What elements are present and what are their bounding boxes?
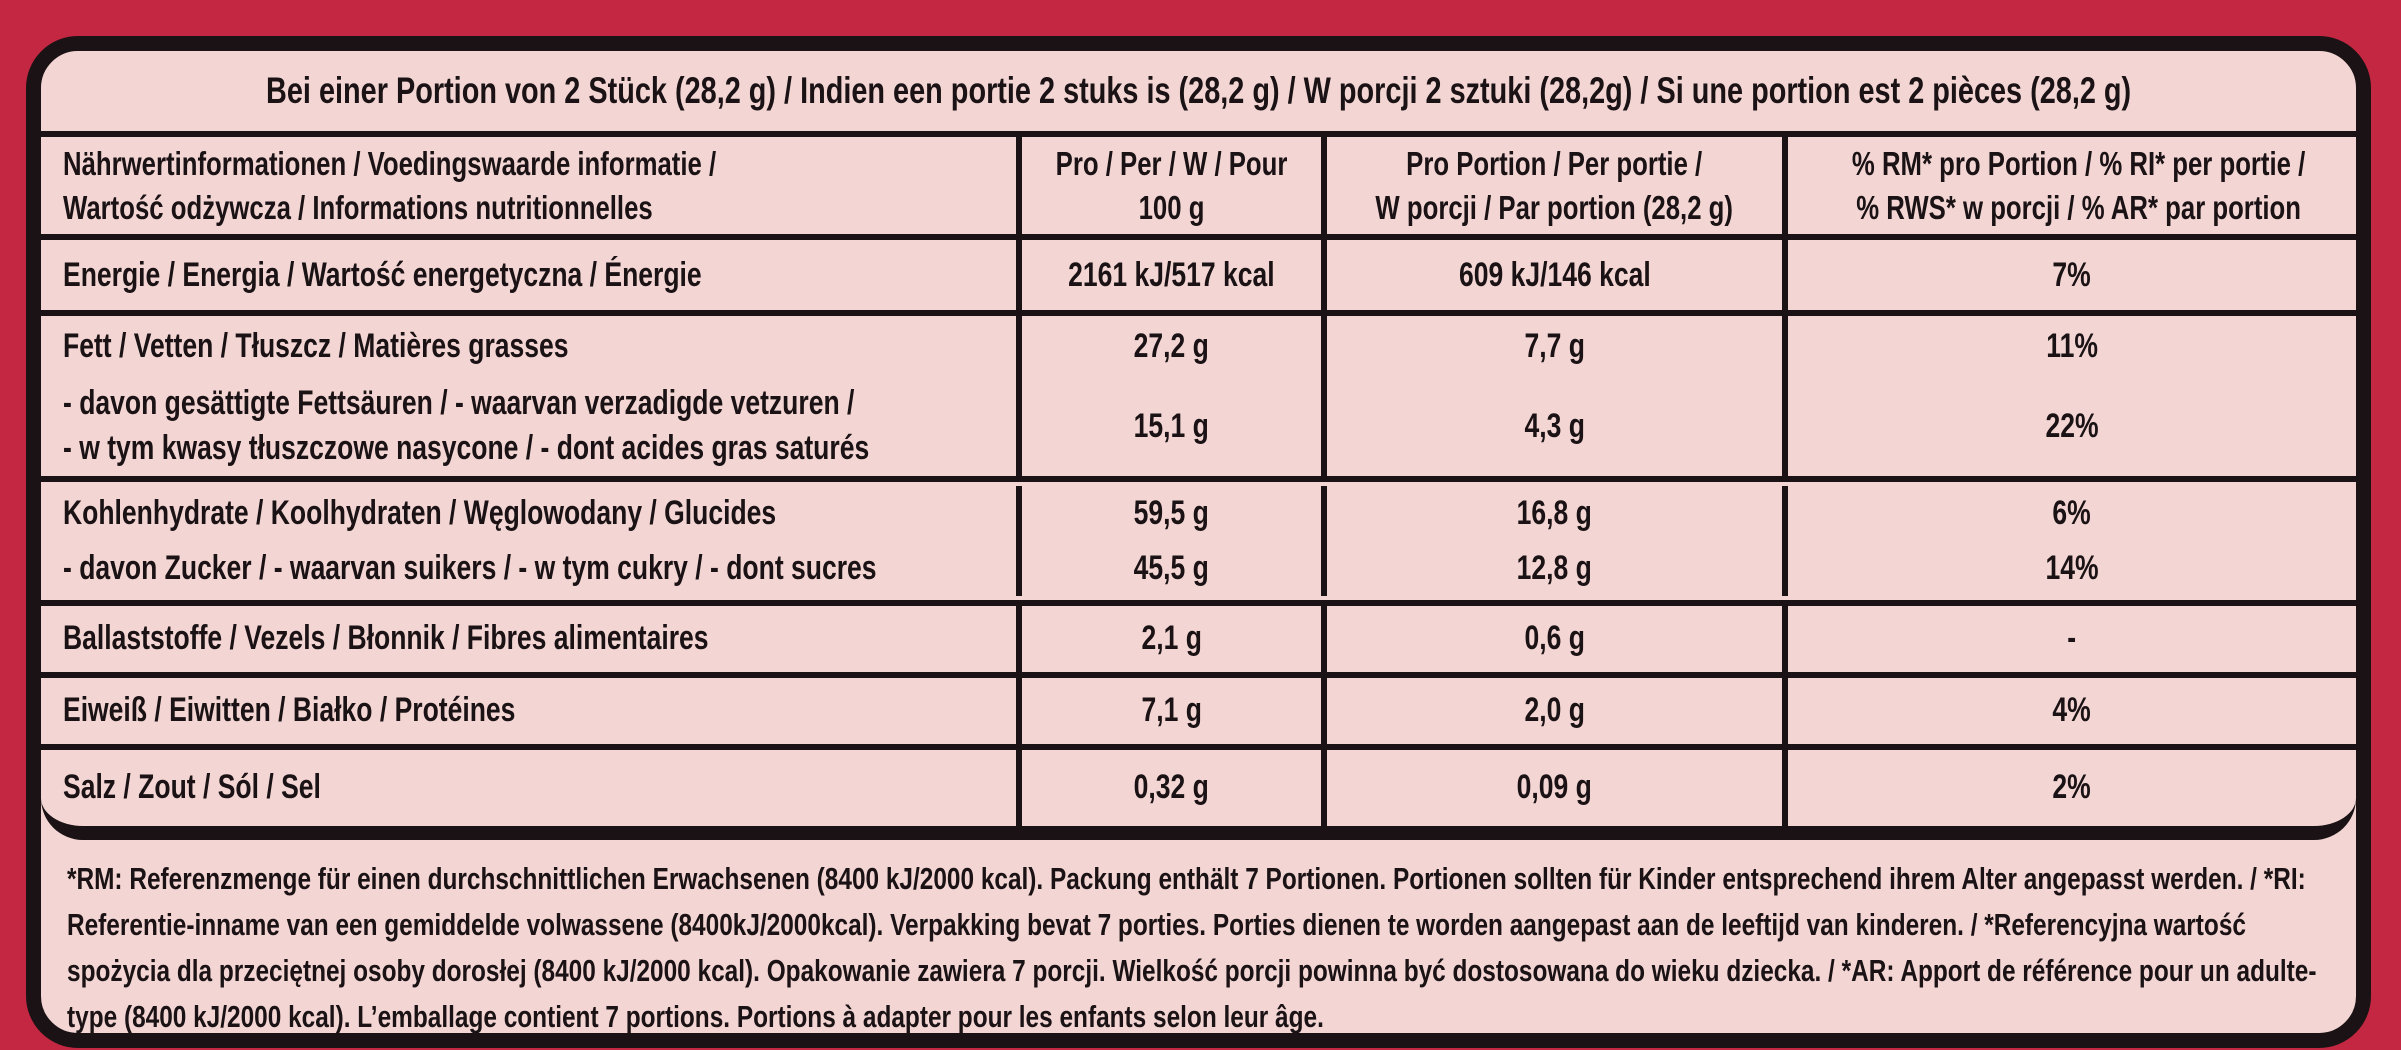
salt-per-100g: 0,32 g: [1133, 768, 1209, 807]
nutrient-column-header-line2: Wartość odżywcza / Informations nutritio…: [63, 188, 653, 226]
fat-label: Fett / Vetten / Tłuszcz / Matières grass…: [63, 326, 569, 365]
salt-per-portion: 0,09 g: [1516, 768, 1593, 807]
sugars-label: - davon Zucker / - waarvan suikers / - w…: [63, 548, 877, 587]
row-energy: Energie / Energia / Wartość energetyczna…: [41, 234, 2356, 311]
row-carbohydrates: Kohlenhydrate / Koolhydraten / Węglowoda…: [41, 475, 2356, 600]
sugars-per-100g: 45,5 g: [1133, 548, 1209, 587]
fat-per-portion: 7,7 g: [1524, 326, 1585, 365]
energy-ri-percent: 7%: [2052, 255, 2092, 294]
sugars-ri-percent: 14%: [2045, 548, 2099, 587]
protein-ri-percent: 4%: [2052, 691, 2092, 730]
fibre-ri-percent: -: [2067, 619, 2077, 658]
saturated-fat-per-100g: 15,1 g: [1133, 406, 1209, 445]
carbohydrate-ri-percent: 6%: [2052, 493, 2092, 532]
per-portion-header-line2: W porcji / Par portion (28,2 g): [1375, 188, 1734, 226]
salt-label: Salz / Zout / Sól / Sel: [63, 768, 321, 807]
table-header-row: Nährwertinformationen / Voedingswaarde i…: [41, 137, 2356, 235]
ri-percent-header-line1: % RM* pro Portion / % RI* per portie /: [1851, 145, 2306, 182]
serving-banner-text: Bei einer Portion von 2 Stück (28,2 g) /…: [265, 69, 2132, 111]
fibre-label: Ballaststoffe / Vezels / Błonnik / Fibre…: [63, 619, 709, 658]
reference-intake-footnote: *RM: Referenzmenge für einen durchschnit…: [67, 860, 2317, 1034]
carbohydrate-per-100g: 59,5 g: [1133, 493, 1209, 532]
fibre-per-portion: 0,6 g: [1524, 619, 1585, 658]
ri-percent-header-line2: % RWS* w porcji / % AR* par portion: [1856, 188, 2301, 226]
saturated-fat-label-line1: - davon gesättigte Fettsäuren / - waarva…: [63, 384, 855, 423]
saturated-fat-ri-percent: 22%: [2045, 406, 2099, 445]
nutrient-column-header-line1: Nährwertinformationen / Voedingswaarde i…: [63, 145, 717, 182]
row-sugars: - davon Zucker / - waarvan suikers / - w…: [41, 540, 2356, 600]
label-panel: Bei einer Portion von 2 Stück (28,2 g) /…: [26, 36, 2371, 1048]
fibre-per-100g: 2,1 g: [1141, 619, 1202, 658]
fat-ri-percent: 11%: [2046, 326, 2098, 365]
salt-ri-percent: 2%: [2052, 768, 2092, 807]
row-saturated-fat: - davon gesättigte Fettsäuren / - waarva…: [41, 376, 2356, 476]
row-salt: Salz / Zout / Sól / Sel 0,32 g 0,09 g 2%: [41, 743, 2356, 826]
per-portion-column-header: Pro Portion / Per portie / W porcji / Pa…: [1321, 137, 1782, 235]
carbohydrate-per-portion: 16,8 g: [1516, 493, 1593, 532]
saturated-fat-label-line2: - w tym kwasy tłuszczowe nasycone / - do…: [63, 428, 870, 467]
energy-label: Energie / Energia / Wartość energetyczna…: [63, 255, 702, 294]
nutrition-table: Nährwertinformationen / Voedingswaarde i…: [41, 137, 2356, 840]
serving-banner: Bei einer Portion von 2 Stück (28,2 g) /…: [41, 51, 2356, 137]
saturated-fat-per-portion: 4,3 g: [1524, 406, 1585, 445]
protein-per-portion: 2,0 g: [1524, 691, 1585, 730]
row-fat: Fett / Vetten / Tłuszcz / Matières grass…: [41, 310, 2356, 476]
carbohydrate-label: Kohlenhydrate / Koolhydraten / Węglowoda…: [63, 493, 777, 532]
sugars-per-portion: 12,8 g: [1516, 548, 1593, 587]
footnote-section: *RM: Referenzmenge für einen durchschnit…: [41, 840, 2356, 1040]
ri-percent-column-header: % RM* pro Portion / % RI* per portie / %…: [1781, 137, 2369, 235]
per-100g-header-line2: 100 g: [1138, 188, 1205, 226]
per-100g-header-line1: Pro / Per / W / Pour: [1055, 145, 1288, 182]
row-protein: Eiweiß / Eiwitten / Białko / Protéines 7…: [41, 671, 2356, 744]
protein-label: Eiweiß / Eiwitten / Białko / Protéines: [63, 691, 516, 730]
fat-per-100g: 27,2 g: [1133, 326, 1209, 365]
energy-per-100g: 2161 kJ/517 kcal: [1068, 255, 1275, 294]
row-fibre: Ballaststoffe / Vezels / Błonnik / Fibre…: [41, 599, 2356, 672]
nutrient-column-header: Nährwertinformationen / Voedingswaarde i…: [41, 137, 1016, 234]
protein-per-100g: 7,1 g: [1141, 691, 1202, 730]
energy-per-portion: 609 kJ/146 kcal: [1458, 255, 1651, 294]
per-portion-header-line1: Pro Portion / Per portie /: [1406, 145, 1703, 182]
per-100g-column-header: Pro / Per / W / Pour 100 g: [1015, 137, 1322, 235]
